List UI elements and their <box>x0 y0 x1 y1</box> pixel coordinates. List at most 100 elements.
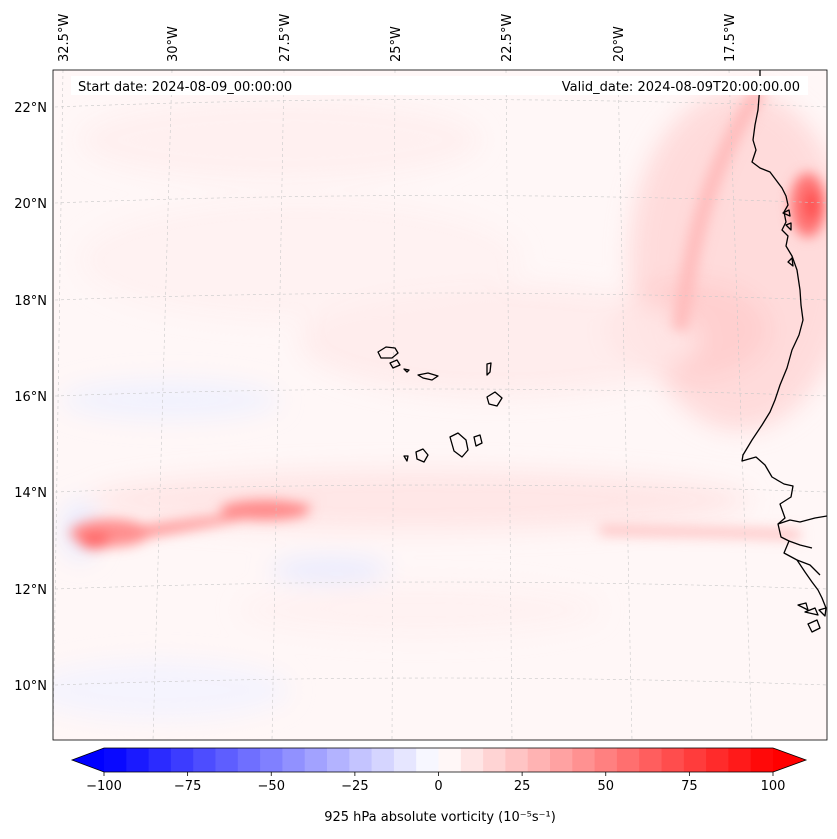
lat-label-18n: 18°N <box>14 294 47 309</box>
colorbar-tick-label: 50 <box>597 779 614 794</box>
colorbar-title: 925 hPa absolute vorticity (10⁻⁵s⁻¹) <box>324 810 556 825</box>
colorbar-segment <box>728 748 752 772</box>
colorbar-extend-min-arrow <box>72 748 104 772</box>
colorbar-segment <box>594 748 618 772</box>
colorbar-segment <box>304 748 328 772</box>
colorbar-segment <box>460 748 484 772</box>
map-panel: Start date: 2024-08-09_00:00:00 Valid_da… <box>53 70 827 740</box>
colorbar-segment <box>170 748 194 772</box>
colorbar-segment <box>126 748 150 772</box>
vorticity-patch <box>53 660 290 720</box>
colorbar-segment <box>750 748 774 772</box>
lat-label-16n: 16°N <box>14 390 47 405</box>
grid-parallel-14n <box>54 484 827 493</box>
grid-parallel-18n <box>54 292 827 301</box>
colorbar-segment <box>282 748 306 772</box>
island-boa-vista <box>486 391 503 407</box>
start-date-label: Start date: 2024-08-09_00:00:00 <box>78 80 292 95</box>
lat-label-10n: 10°N <box>14 679 47 694</box>
lon-label-22-5w: 22.5°W <box>500 14 515 62</box>
island-santa-luzia <box>403 368 410 373</box>
lat-label-22n: 22°N <box>14 101 47 116</box>
island-fogo <box>415 448 429 463</box>
island-sao-nicolau <box>417 372 439 381</box>
colorbar-segment <box>393 748 417 772</box>
colorbar-segment <box>260 748 283 772</box>
vorticity-band-curved <box>672 85 767 332</box>
coastlines <box>377 70 827 633</box>
vorticity-patch <box>60 380 280 420</box>
colorbar-tick-label: 25 <box>514 779 531 794</box>
africa-coastline <box>741 70 827 609</box>
lon-label-20w: 20°W <box>612 26 627 62</box>
colorbar-segment <box>104 748 127 772</box>
vorticity-band-east <box>599 525 801 540</box>
colorbar-segment <box>527 748 551 772</box>
vorticity-patch <box>240 585 600 635</box>
vorticity-band-core <box>220 500 310 520</box>
colorbar-segment <box>639 748 662 772</box>
island-maio <box>473 434 483 447</box>
island-santo-antao <box>377 346 399 359</box>
vorticity-patch <box>270 558 390 582</box>
grid-parallel-12n <box>54 581 827 590</box>
colorbar-tick-label: 0 <box>434 779 442 794</box>
colorbar-ticks: −100 −75 −50 −25 0 25 50 75 100 <box>86 772 785 794</box>
lat-label-20n: 20°N <box>14 197 47 212</box>
colorbar-segment <box>349 748 373 772</box>
lon-label-25w: 25°W <box>389 26 404 62</box>
colorbar-tick-label: −100 <box>86 779 122 794</box>
grid-meridian-30w <box>152 70 173 740</box>
grid-parallel-20n <box>54 195 827 204</box>
colorbar-segment <box>550 748 573 772</box>
colorbar-segment <box>505 748 529 772</box>
grid-parallel-22n <box>54 99 827 108</box>
colorbar-segment <box>683 748 707 772</box>
grid-meridian-17-5w <box>728 70 753 740</box>
colorbar-tick-label: 75 <box>681 779 698 794</box>
valid-date-label: Valid_date: 2024-08-09T20:00:00.00 <box>562 80 800 95</box>
grid-parallel-16n <box>54 388 827 397</box>
colorbar-segment <box>661 748 685 772</box>
vorticity-band-core <box>80 531 110 549</box>
colorbar-tick-label: −75 <box>174 779 201 794</box>
island-santiago <box>449 432 469 458</box>
lon-label-30w: 30°W <box>166 26 181 62</box>
header-box <box>71 76 808 95</box>
colorbar-segment <box>572 748 596 772</box>
vorticity-band <box>70 85 826 549</box>
bijagos-islands <box>797 602 827 633</box>
lat-label-14n: 14°N <box>14 486 47 501</box>
banc-arguin-islands <box>782 209 794 267</box>
colorbar-tick-label: −50 <box>258 779 285 794</box>
colorbar-tick-label: 100 <box>761 779 786 794</box>
graticule <box>53 70 827 740</box>
vorticity-coastal-max <box>804 189 820 221</box>
lon-label-32-5w: 32.5°W <box>57 14 72 62</box>
latitude-labels: 22°N 20°N 18°N 16°N 14°N 12°N 10°N <box>14 101 47 694</box>
colorbar-segment <box>438 748 462 772</box>
grid-meridian-20w <box>617 70 633 740</box>
colorbar-segment <box>327 748 350 772</box>
vorticity-patch <box>80 100 480 180</box>
colorbar-segments <box>104 748 774 772</box>
colorbar-segment <box>706 748 729 772</box>
colorbar: −100 −75 −50 −25 0 25 50 75 100 925 hPa absolute… <box>70 747 808 825</box>
grid-meridian-22-5w <box>505 70 513 740</box>
colorbar-segment <box>616 748 640 772</box>
colorbar-segment <box>371 748 395 772</box>
island-sal <box>486 362 492 376</box>
colorbar-segment <box>215 748 239 772</box>
vorticity-patch <box>80 200 520 320</box>
colorbar-segment <box>237 748 261 772</box>
island-sao-vicente <box>389 359 401 369</box>
lat-label-12n: 12°N <box>14 583 47 598</box>
grid-meridian-25w <box>391 70 396 740</box>
colorbar-segment <box>416 748 439 772</box>
longitude-labels: 32.5°W 30°W 27.5°W 25°W 22.5°W 20°W 17.5… <box>57 14 738 62</box>
grid-parallel-10n <box>54 677 827 686</box>
grid-meridian-27-5w <box>271 70 285 740</box>
lon-label-17-5w: 17.5°W <box>723 14 738 62</box>
map-frame <box>52 69 828 741</box>
